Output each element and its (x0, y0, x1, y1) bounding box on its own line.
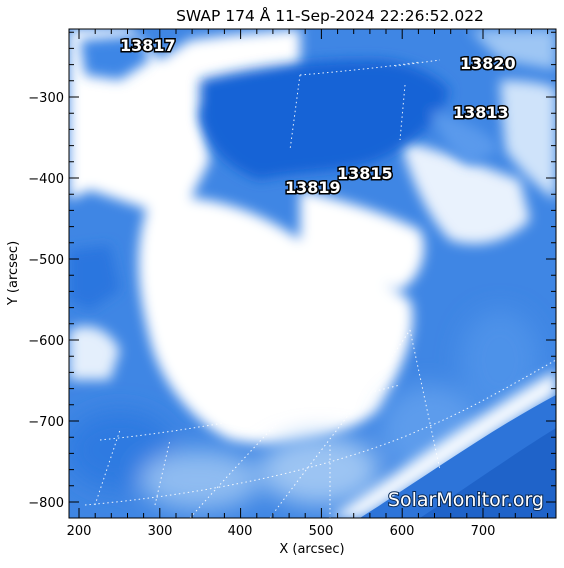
image-title: SWAP 174 Å 11-Sep-2024 22:26:52.022 (176, 6, 484, 25)
region-label-13813: 13813 (453, 103, 509, 122)
solar-euv-image: 13817 13820 13813 13815 13819 SolarMonit… (69, 29, 556, 518)
y-tick-label: −400 (28, 172, 64, 187)
watermark: SolarMonitor.org (388, 489, 544, 511)
x-tick-label: 600 (390, 524, 415, 539)
region-label-13819: 13819 (285, 178, 341, 197)
y-tick-label: −800 (28, 496, 64, 511)
x-tick-label: 200 (67, 524, 92, 539)
x-tick-label: 300 (148, 524, 173, 539)
axis-ticks (69, 29, 556, 518)
x-tick-label: 700 (471, 524, 496, 539)
x-axis: 200 300 400 500 600 700 X (arcsec) (67, 524, 496, 557)
y-tick-label: −500 (28, 253, 64, 268)
x-axis-label: X (arcsec) (279, 542, 344, 557)
y-tick-label: −600 (28, 334, 64, 349)
y-axis: −300 −400 −500 −600 −700 −800 Y (arcsec) (6, 91, 64, 511)
y-tick-label: −300 (28, 91, 64, 106)
y-axis-label: Y (arcsec) (6, 241, 21, 306)
x-tick-label: 500 (309, 524, 334, 539)
heliographic-grid (84, 59, 556, 518)
region-label-13815: 13815 (337, 164, 393, 183)
region-label-13817: 13817 (120, 36, 176, 55)
plot-frame (68, 28, 557, 519)
y-tick-label: −700 (28, 415, 64, 430)
x-tick-label: 400 (228, 524, 253, 539)
region-label-13820: 13820 (460, 54, 516, 73)
